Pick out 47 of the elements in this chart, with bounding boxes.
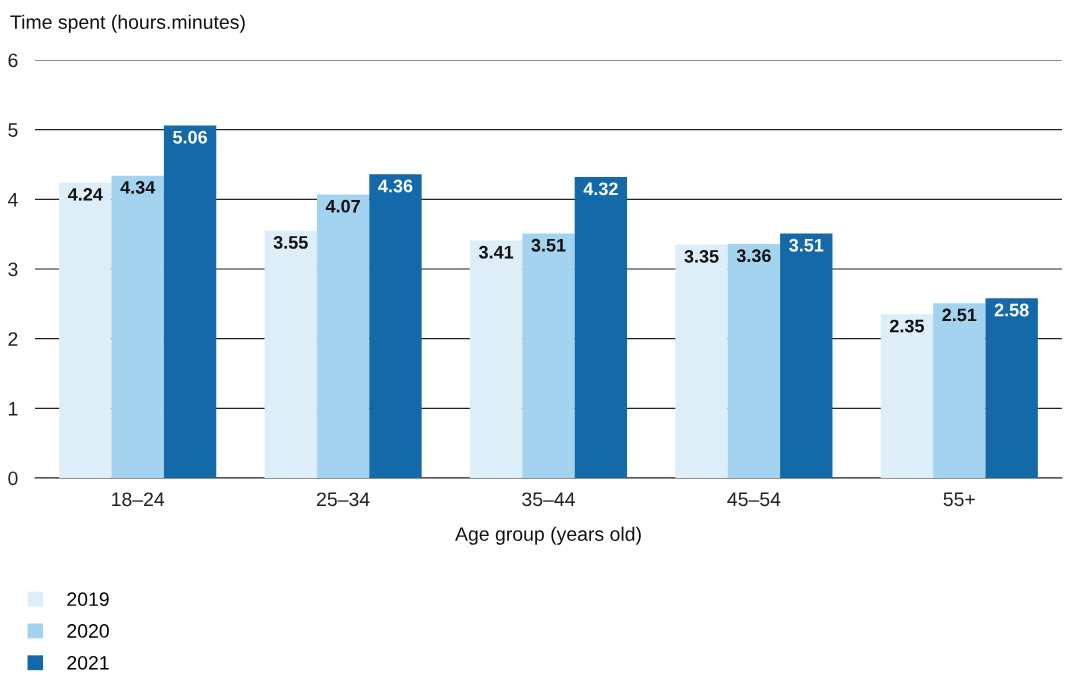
data-label: 3.35 <box>684 249 719 263</box>
bar <box>316 194 370 478</box>
y-tick-label: 0 <box>8 471 18 486</box>
x-tick-label: 55+ <box>943 492 975 507</box>
y-tick-label: 4 <box>7 193 18 207</box>
bar <box>880 314 934 478</box>
y-tick-label: 5 <box>8 123 18 137</box>
data-label: 3.55 <box>273 236 308 249</box>
legend-label: 2020 <box>67 624 109 638</box>
bar <box>369 174 422 478</box>
data-label: 4.34 <box>120 181 156 194</box>
y-tick-label: 6 <box>8 53 18 68</box>
bar <box>780 233 833 478</box>
data-label: 5.06 <box>173 130 207 144</box>
data-label: 3.51 <box>789 238 824 252</box>
data-label: 2.35 <box>889 319 924 333</box>
bar <box>727 243 781 478</box>
x-tick-label: 45–54 <box>727 492 781 507</box>
bar <box>59 182 112 478</box>
bar <box>675 244 728 478</box>
x-axis-title: Age group (years old) <box>455 526 641 545</box>
y-tick-label: 2 <box>8 332 18 346</box>
x-tick-label: 35–44 <box>522 492 575 507</box>
x-tick-label: 25–34 <box>317 492 370 507</box>
data-label: 3.51 <box>531 238 566 252</box>
data-label: 2.58 <box>994 303 1029 317</box>
data-label: 2.51 <box>942 308 977 322</box>
bar <box>985 298 1038 478</box>
bar <box>522 233 575 478</box>
data-label: 4.36 <box>378 179 413 193</box>
x-tick-label: 18–24 <box>112 492 165 507</box>
bar <box>163 125 217 478</box>
y-tick-label: 3 <box>8 262 18 277</box>
data-label: 4.32 <box>583 182 618 196</box>
legend-label: 2021 <box>67 655 109 670</box>
y-tick-label: 1 <box>9 402 18 416</box>
bar <box>574 177 628 478</box>
legend-label: 2019 <box>67 592 109 607</box>
data-label: 3.36 <box>736 249 771 263</box>
bar <box>933 303 986 478</box>
bar <box>111 175 164 478</box>
y-axis-title: Time spent (hours.minutes) <box>10 14 245 33</box>
bar <box>264 230 317 478</box>
data-label: 4.24 <box>68 187 103 201</box>
bar <box>469 240 523 478</box>
data-label: 4.07 <box>325 199 360 213</box>
data-label: 3.41 <box>478 245 514 259</box>
